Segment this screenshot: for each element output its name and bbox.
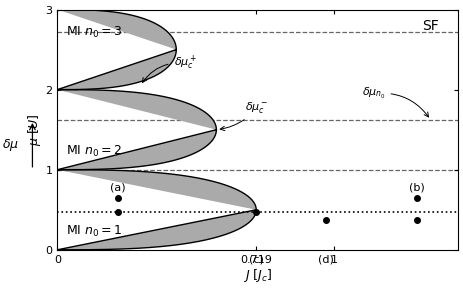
Text: $\delta\mu_{n_0}$: $\delta\mu_{n_0}$ — [361, 86, 428, 117]
Polygon shape — [57, 90, 216, 170]
Text: $\delta\mu_c^+$: $\delta\mu_c^+$ — [142, 54, 197, 82]
Text: MI $n_0=2$: MI $n_0=2$ — [65, 144, 122, 159]
Polygon shape — [57, 10, 176, 90]
Text: $\delta\mu$: $\delta\mu$ — [1, 137, 19, 153]
Text: (a): (a) — [110, 182, 126, 192]
Text: $\delta\mu_c^-$: $\delta\mu_c^-$ — [220, 100, 269, 131]
Text: MI $n_0=3$: MI $n_0=3$ — [65, 25, 122, 40]
Text: MI $n_0=1$: MI $n_0=1$ — [65, 224, 122, 239]
Text: SF: SF — [421, 19, 438, 33]
Text: (c): (c) — [248, 255, 263, 264]
Text: (d): (d) — [317, 255, 333, 264]
Polygon shape — [57, 170, 256, 250]
X-axis label: $J\ [J_c]$: $J\ [J_c]$ — [243, 267, 272, 284]
Text: (b): (b) — [408, 182, 424, 192]
Y-axis label: $\mu\ [U]$: $\mu\ [U]$ — [25, 114, 43, 146]
